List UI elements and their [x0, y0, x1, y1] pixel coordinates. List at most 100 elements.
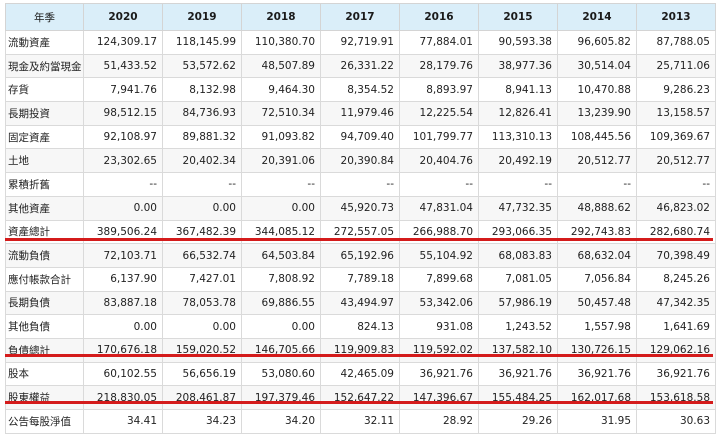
- table-cell: 12,225.54: [399, 101, 479, 126]
- table-cell: 87,788.05: [636, 30, 716, 55]
- table-cell: 7,789.18: [320, 266, 400, 292]
- table-cell: 90,593.38: [478, 30, 558, 55]
- table-cell: 89,881.32: [162, 124, 242, 150]
- row-label: 其他負債: [5, 314, 84, 339]
- table-cell: 8,893.97: [399, 77, 479, 103]
- table-cell: 8,354.52: [320, 77, 400, 103]
- table-row: 存貨 7,941.76 8,132.98 9,464.30 8,354.52 8,893.…: [5, 77, 716, 103]
- year-header: 2016: [399, 3, 479, 31]
- table-cell: 30.63: [636, 409, 716, 434]
- table-cell: 84,736.93: [162, 101, 242, 126]
- table-cell: 1,243.52: [478, 314, 558, 339]
- table-cell: 7,081.05: [478, 266, 558, 292]
- table-cell: 68,083.83: [478, 243, 558, 268]
- table-cell: 124,309.17: [83, 30, 163, 55]
- table-cell: 0.00: [162, 195, 242, 221]
- corner-header: 年季: [5, 3, 84, 31]
- table-cell: 9,464.30: [241, 77, 321, 103]
- table-cell: 60,102.55: [83, 361, 163, 387]
- table-cell: 77,884.01: [399, 30, 479, 55]
- table-cell: 119,592.02: [399, 337, 479, 363]
- table-cell: 7,941.76: [83, 77, 163, 103]
- table-cell: 146,705.66: [241, 337, 321, 363]
- row-label: 長期負債: [5, 290, 84, 316]
- table-cell: 130,726.15: [557, 337, 637, 363]
- table-cell: 20,512.77: [557, 148, 637, 174]
- table-cell: 137,582.10: [478, 337, 558, 363]
- table-cell: 55,104.92: [399, 243, 479, 268]
- table-cell: --: [83, 172, 163, 197]
- table-row: 公告每股淨值 34.41 34.23 34.20 32.11 28.92 29.26 31.9…: [5, 409, 716, 434]
- table-cell: 46,823.02: [636, 195, 716, 221]
- table-cell: 208,461.87: [162, 385, 242, 410]
- header-row: 年季 2020 2019 2018 2017 2016 2015 2014 20…: [5, 3, 716, 31]
- table-cell: 66,532.74: [162, 243, 242, 268]
- table-cell: 53,342.06: [399, 290, 479, 316]
- table-cell: 197,379.46: [241, 385, 321, 410]
- table-cell: 20,512.77: [636, 148, 716, 174]
- table-cell: 47,831.04: [399, 195, 479, 221]
- equity-underline: [5, 401, 713, 404]
- table-cell: 51,433.52: [83, 53, 163, 79]
- table-cell: 7,899.68: [399, 266, 479, 292]
- table-cell: --: [399, 172, 479, 197]
- table-row: 累積折舊 -- -- -- -- -- -- -- --: [5, 172, 716, 197]
- table-cell: 64,503.84: [241, 243, 321, 268]
- table-cell: --: [241, 172, 321, 197]
- table-cell: 29.26: [478, 409, 558, 434]
- year-header: 2017: [320, 3, 400, 31]
- table-cell: 20,492.19: [478, 148, 558, 174]
- table-cell: 57,986.19: [478, 290, 558, 316]
- table-cell: 65,192.96: [320, 243, 400, 268]
- table-cell: 28,179.76: [399, 53, 479, 79]
- table-cell: 8,941.13: [478, 77, 558, 103]
- table-row: 長期負債 83,887.18 78,053.78 69,886.55 43,494.97…: [5, 290, 716, 316]
- table-cell: 155,484.25: [478, 385, 558, 410]
- table-cell: --: [636, 172, 716, 197]
- table-cell: 72,103.71: [83, 243, 163, 268]
- table-cell: 113,310.13: [478, 124, 558, 150]
- table-cell: --: [478, 172, 558, 197]
- row-label: 流動負債: [5, 243, 84, 268]
- year-header: 2018: [241, 3, 321, 31]
- row-label: 公告每股淨值: [5, 409, 84, 434]
- year-header: 2020: [83, 3, 163, 31]
- table-cell: 53,080.60: [241, 361, 321, 387]
- table-cell: 38,977.36: [478, 53, 558, 79]
- table-cell: 72,510.34: [241, 101, 321, 126]
- table-cell: 101,799.77: [399, 124, 479, 150]
- table-cell: 0.00: [83, 314, 163, 339]
- table-cell: 20,402.34: [162, 148, 242, 174]
- table-cell: 48,507.89: [241, 53, 321, 79]
- table-cell: 9,286.23: [636, 77, 716, 103]
- table-cell: 70,398.49: [636, 243, 716, 268]
- table-cell: 23,302.65: [83, 148, 163, 174]
- table-cell: 68,632.04: [557, 243, 637, 268]
- table-cell: 12,826.41: [478, 101, 558, 126]
- table-cell: 153,618.58: [636, 385, 716, 410]
- row-label: 長期投資: [5, 101, 84, 126]
- table-cell: 13,158.57: [636, 101, 716, 126]
- table-cell: 7,056.84: [557, 266, 637, 292]
- table-cell: 0.00: [162, 314, 242, 339]
- table-cell: 42,465.09: [320, 361, 400, 387]
- table-cell: 36,921.76: [399, 361, 479, 387]
- table-cell: 47,342.35: [636, 290, 716, 316]
- row-label: 應付帳款合計: [5, 266, 84, 292]
- table-cell: 0.00: [83, 195, 163, 221]
- table-cell: 108,445.56: [557, 124, 637, 150]
- table-cell: 8,245.26: [636, 266, 716, 292]
- table-cell: 56,656.19: [162, 361, 242, 387]
- row-label: 存貨: [5, 77, 84, 103]
- table-row: 負債總計 170,676.18 159,020.52 146,705.66 119,90…: [5, 337, 716, 363]
- table-cell: 32.11: [320, 409, 400, 434]
- table-cell: 0.00: [241, 195, 321, 221]
- table-cell: 36,921.76: [478, 361, 558, 387]
- table-row: 其他負債 0.00 0.00 0.00 824.13 931.08 1,243.52 1,55…: [5, 314, 716, 339]
- table-row: 固定資產 92,108.97 89,881.32 91,093.82 94,709.40…: [5, 124, 716, 150]
- table-cell: 0.00: [241, 314, 321, 339]
- table-cell: 170,676.18: [83, 337, 163, 363]
- row-label: 股本: [5, 361, 84, 387]
- row-label: 土地: [5, 148, 84, 174]
